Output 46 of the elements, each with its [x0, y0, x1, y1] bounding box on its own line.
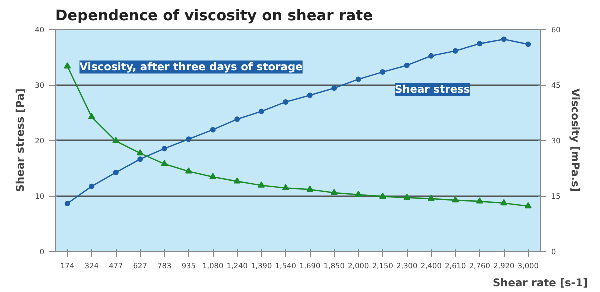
point [524, 202, 532, 209]
point [452, 48, 458, 54]
point [307, 92, 313, 98]
point [283, 99, 289, 105]
point [210, 173, 217, 180]
point [404, 62, 410, 68]
point [258, 182, 266, 188]
point [161, 160, 168, 166]
point [526, 42, 532, 48]
point [138, 156, 144, 162]
point [428, 53, 434, 59]
point [330, 189, 338, 196]
point [234, 116, 240, 122]
y2-axis-title: Viscosity [mPa.s] [568, 88, 582, 192]
point [186, 136, 192, 142]
point [476, 198, 484, 204]
point [113, 170, 119, 176]
point [428, 194, 435, 202]
point [185, 168, 192, 174]
point [88, 113, 96, 120]
point [306, 186, 314, 192]
point [112, 137, 120, 144]
point [89, 184, 95, 190]
point [136, 149, 144, 156]
point [282, 184, 290, 190]
series-label: Shear stress [395, 82, 470, 96]
series-label: Viscosity, after three days of storage [80, 60, 303, 74]
x-axis-title: Shear rate [s-1] [492, 276, 588, 290]
point [355, 190, 362, 198]
point [500, 199, 508, 206]
point [332, 86, 338, 92]
point [64, 62, 72, 69]
point [380, 69, 386, 75]
point [379, 192, 386, 199]
point [234, 178, 241, 184]
point [162, 146, 168, 152]
point [404, 194, 411, 200]
point [477, 41, 483, 47]
point [258, 108, 264, 114]
point [356, 76, 362, 82]
point [452, 196, 460, 203]
chart-title: Dependence of viscosity on shear rate [56, 8, 374, 24]
point [501, 36, 507, 42]
point [64, 201, 70, 207]
point [210, 127, 216, 133]
y-axis-title: Shear stress [Pa] [14, 88, 28, 192]
